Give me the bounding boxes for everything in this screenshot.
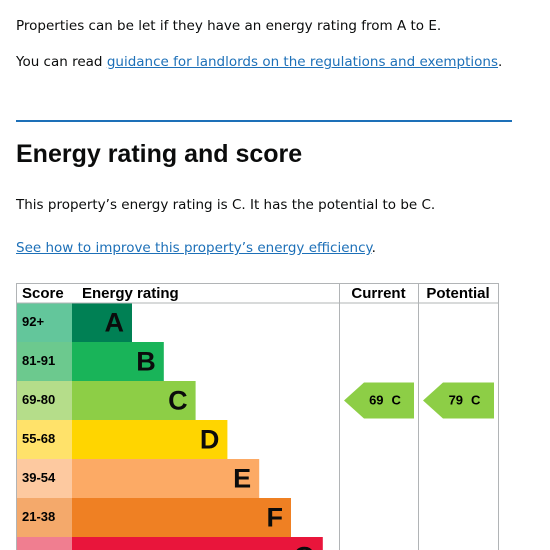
potential-rating: C	[471, 393, 481, 408]
score-range: 92+	[22, 314, 44, 329]
score-cell	[16, 420, 72, 459]
score-cell	[16, 342, 72, 381]
rating-bar	[72, 498, 291, 537]
heading: Energy rating and score	[16, 140, 303, 168]
summary: This property’s energy rating is C. It h…	[16, 197, 436, 213]
column-header: Current	[351, 285, 405, 302]
read-line: You can read guidance for landlords on t…	[16, 54, 502, 70]
current-arrow	[344, 382, 414, 419]
current-score: 69	[369, 393, 383, 408]
guidance-link[interactable]: guidance for landlords on the regulation…	[106, 54, 499, 70]
rating-letter: G	[294, 542, 315, 550]
improve-link[interactable]: See how to improve this property’s energ…	[16, 240, 372, 256]
rating-letter: F	[267, 503, 284, 533]
rating-bar	[72, 537, 323, 550]
score-cell	[16, 498, 72, 537]
column-header: Potential	[426, 285, 489, 302]
score-cell	[16, 381, 72, 420]
current-rating: C	[392, 393, 402, 408]
read-suffix: .	[498, 54, 503, 70]
improve-line: See how to improve this property’s energ…	[16, 240, 376, 256]
potential-label: 79 C	[449, 393, 481, 408]
energy-table: Score Energy rating Current Potential 92+ A 81…	[16, 283, 499, 550]
rating-letter: E	[233, 464, 251, 494]
score-range: 55-68	[22, 431, 55, 446]
score-range: 69-80	[22, 392, 55, 407]
rating-bar	[72, 342, 164, 381]
score-cell	[16, 459, 72, 498]
rating-bar	[72, 459, 260, 498]
potential-score: 79	[449, 393, 463, 408]
column-header: Energy rating	[82, 285, 179, 302]
rating-letter: C	[168, 386, 188, 416]
score-range: 21-38	[22, 509, 55, 524]
rating-bar	[72, 381, 196, 420]
section-rule	[16, 120, 512, 122]
current-label: 69 C	[369, 393, 401, 408]
rating-bar	[72, 420, 228, 459]
score-cell	[16, 537, 72, 550]
intro-text: Properties can be let if they have an en…	[16, 18, 442, 34]
read-prefix: You can read	[16, 54, 103, 70]
potential-arrow	[423, 382, 494, 419]
rating-letter: D	[200, 425, 220, 455]
rating-letter: B	[136, 347, 156, 377]
score-range: 39-54	[22, 470, 56, 485]
improve-suffix: .	[371, 240, 376, 256]
rating-bar	[72, 303, 132, 342]
score-cell	[16, 303, 72, 342]
score-range: 81-91	[22, 353, 55, 368]
rating-letter: A	[105, 308, 125, 338]
column-header: Score	[22, 285, 64, 302]
